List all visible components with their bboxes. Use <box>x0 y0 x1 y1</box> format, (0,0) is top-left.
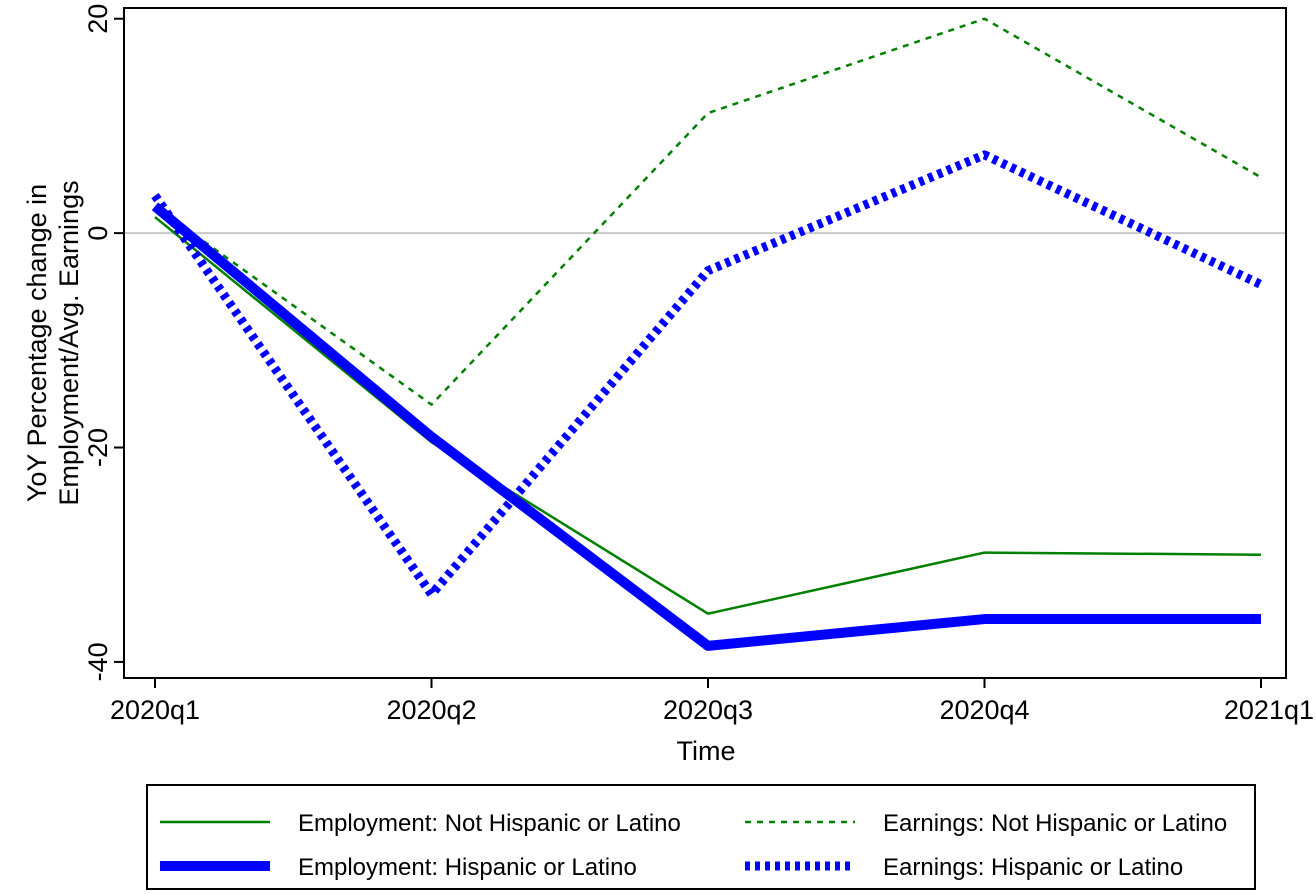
legend-label-1: Employment: Not Hispanic or Latino <box>298 810 681 837</box>
legend-label-2: Earnings: Not Hispanic or Latino <box>883 810 1227 837</box>
y-tick-label: 0 <box>83 226 113 241</box>
x-tick-label: 2021q1 <box>1224 695 1314 725</box>
x-tick-label: 2020q2 <box>386 695 476 725</box>
x-axis-title: Time <box>677 736 736 766</box>
y-tick-label: -40 <box>83 642 113 681</box>
legend-label-3: Employment: Hispanic or Latino <box>298 854 637 881</box>
y-axis: -40 -20 0 20 <box>83 4 124 682</box>
series-line-1 <box>155 217 1261 614</box>
series-layer <box>155 19 1261 646</box>
plot-frame <box>124 8 1286 678</box>
x-tick-label: 2020q3 <box>663 695 753 725</box>
x-axis: 2020q1 2020q2 2020q3 2020q4 2021q1 <box>110 678 1314 725</box>
legend-label-4: Earnings: Hispanic or Latino <box>883 854 1183 881</box>
y-tick-label: 20 <box>83 4 113 34</box>
y-tick-label: -20 <box>83 428 113 467</box>
series-line-3 <box>155 206 1261 646</box>
y-axis-title-line2: Employment/Avg. Earnings <box>54 180 84 505</box>
x-tick-label: 2020q1 <box>110 695 200 725</box>
x-tick-label: 2020q4 <box>939 695 1029 725</box>
y-axis-title-line1: YoY Percentage change in <box>22 184 52 502</box>
series-line-4 <box>155 155 1261 595</box>
